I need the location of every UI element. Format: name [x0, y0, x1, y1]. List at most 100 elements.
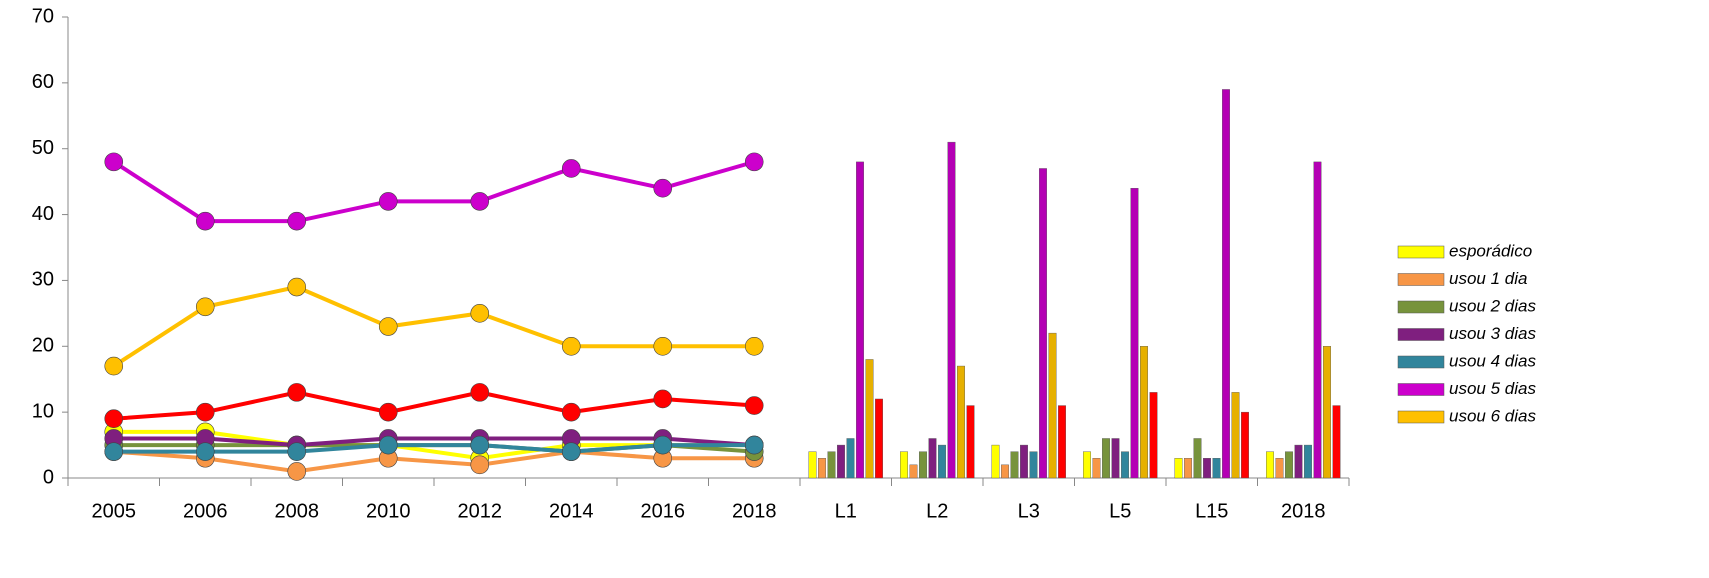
x-tick-label: 2012 — [458, 500, 503, 522]
bar — [1266, 451, 1274, 479]
bar — [837, 444, 845, 479]
bar — [856, 161, 864, 479]
bar — [966, 405, 975, 479]
marker — [195, 297, 215, 317]
marker — [470, 383, 490, 402]
bar — [1121, 451, 1129, 479]
bar — [1092, 458, 1101, 479]
bar — [1241, 411, 1249, 479]
marker — [561, 402, 581, 422]
bar — [1149, 392, 1158, 479]
marker — [287, 211, 307, 231]
marker — [744, 152, 764, 172]
bar — [1222, 89, 1230, 479]
line — [113, 449, 755, 474]
marker — [195, 442, 215, 461]
bar — [1001, 464, 1009, 479]
legend-label: usou 3 dias — [1449, 324, 1536, 343]
bar — [1285, 451, 1293, 479]
x-tick-label: 2010 — [366, 500, 411, 522]
legend-label: usou 2 dias — [1449, 296, 1536, 315]
x-tick-label: L2 — [926, 500, 948, 522]
y-tick-label: 20 — [32, 335, 54, 357]
bar — [1294, 444, 1303, 479]
x-tick-label: L15 — [1195, 500, 1228, 522]
marker — [378, 402, 398, 422]
bar — [947, 141, 956, 479]
marker — [470, 304, 490, 323]
marker — [104, 442, 124, 461]
x-tick-label: L1 — [835, 500, 857, 522]
legend-swatch — [1397, 355, 1445, 369]
marker — [470, 192, 490, 211]
bar — [1111, 438, 1120, 479]
marker — [470, 435, 490, 455]
marker — [744, 435, 764, 455]
bar — [991, 444, 1000, 479]
marker — [561, 159, 581, 178]
marker — [653, 336, 673, 356]
bar — [875, 398, 883, 479]
bar — [1304, 444, 1312, 479]
bar — [818, 458, 826, 479]
marker — [744, 336, 764, 356]
legend-label: usou 1 dia — [1449, 269, 1527, 288]
marker — [744, 396, 764, 415]
y-tick-label: 10 — [32, 400, 54, 422]
y-tick-label: 30 — [32, 269, 54, 291]
bar — [865, 359, 874, 479]
marker — [287, 442, 307, 461]
bar — [1275, 458, 1284, 479]
marker — [378, 192, 398, 211]
x-tick-label: 2008 — [275, 500, 320, 522]
bar — [827, 451, 836, 479]
marker — [287, 277, 307, 297]
line — [113, 436, 755, 448]
bar — [1231, 392, 1240, 479]
marker — [104, 152, 124, 172]
legend-swatch — [1397, 383, 1445, 396]
bar — [1184, 458, 1192, 479]
bar — [1048, 332, 1057, 479]
bar — [1313, 161, 1322, 479]
marker — [195, 211, 215, 231]
legend-label: esporádico — [1449, 241, 1532, 260]
x-tick-label: 2005 — [92, 500, 137, 522]
line — [113, 390, 755, 421]
bar — [1039, 168, 1047, 479]
marker — [653, 178, 673, 198]
marker — [653, 435, 673, 455]
x-tick-label: 2014 — [549, 500, 594, 522]
marker — [195, 402, 215, 422]
marker — [287, 462, 307, 481]
x-tick-label: L3 — [1018, 500, 1040, 522]
bar — [1193, 438, 1202, 479]
legend-swatch — [1397, 273, 1445, 286]
bar — [938, 444, 946, 479]
bar — [1174, 458, 1183, 479]
marker — [653, 389, 673, 409]
bar — [1203, 458, 1211, 479]
bar — [1323, 346, 1331, 479]
marker — [104, 356, 124, 376]
bar — [1332, 405, 1341, 479]
marker — [378, 317, 398, 336]
legend-label: usou 5 dias — [1449, 379, 1536, 398]
bar — [928, 438, 937, 479]
marker — [378, 435, 398, 455]
y-tick-label: 70 — [32, 5, 54, 27]
y-tick-label: 60 — [32, 71, 54, 93]
bar — [808, 451, 817, 479]
bar — [919, 451, 927, 479]
x-tick-label: 2006 — [183, 500, 228, 522]
marker — [287, 383, 307, 402]
marker — [561, 442, 581, 461]
bar — [957, 365, 965, 479]
legend-swatch — [1397, 245, 1445, 259]
legend-label: usou 6 dias — [1449, 406, 1536, 425]
bar — [1212, 458, 1221, 479]
x-tick-label: 2018 — [732, 500, 777, 522]
line — [113, 443, 755, 454]
legend-swatch — [1397, 328, 1445, 341]
